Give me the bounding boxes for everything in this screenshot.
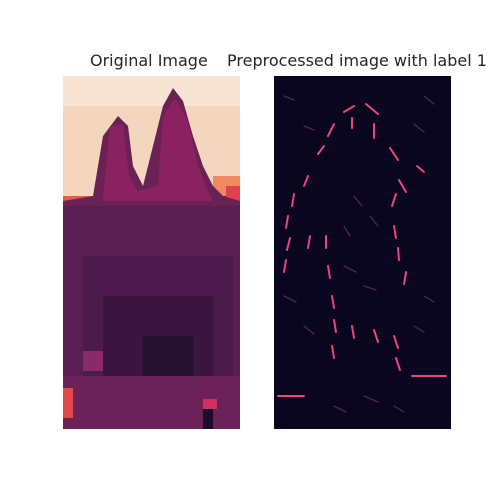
left-panel-title: Original Image: [90, 51, 208, 70]
original-image-heatmap: [63, 76, 240, 429]
preprocessed-image-svg: [274, 76, 451, 429]
preprocessed-image-heatmap: [274, 76, 451, 429]
original-image-svg: [63, 76, 240, 429]
hog-faint-strokes: [283, 95, 435, 413]
right-panel-title: Preprocessed image with label 1: [227, 51, 487, 70]
body-darker: [143, 336, 193, 376]
lighter-top: [63, 76, 240, 106]
bottom-right-red: [203, 399, 217, 409]
bottom-spot: [83, 351, 103, 371]
hog-strokes: [277, 103, 447, 397]
bottom-left-red: [63, 388, 73, 418]
bottom-right-dark: [203, 409, 213, 429]
peaks-inner: [103, 98, 213, 201]
hog-background: [274, 76, 451, 429]
